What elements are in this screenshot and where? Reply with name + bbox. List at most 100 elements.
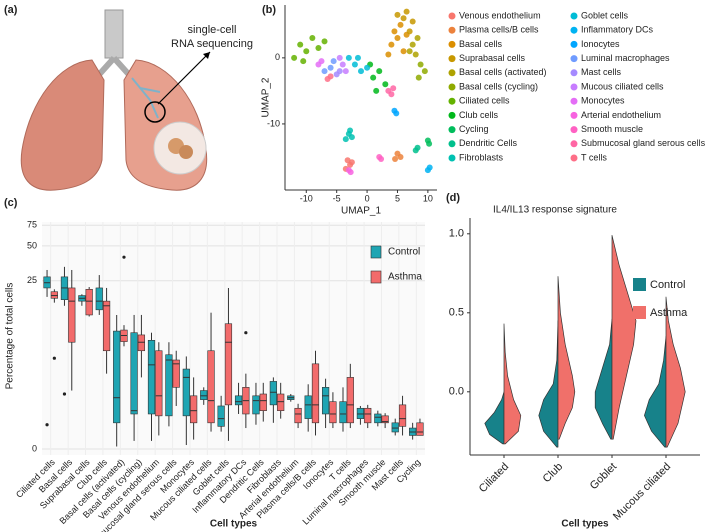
legend-label: Asthma bbox=[650, 307, 688, 319]
point bbox=[315, 44, 322, 51]
y-axis-title: Percentage of total cells bbox=[5, 283, 16, 390]
x-tick-label: -5 bbox=[333, 193, 341, 203]
y-tick-label: 0.5 bbox=[449, 307, 464, 319]
point bbox=[382, 81, 389, 88]
legend-label: Smooth muscle bbox=[581, 124, 643, 134]
legend-key bbox=[448, 154, 456, 162]
x-tick-label: Goblet bbox=[588, 461, 619, 492]
box bbox=[269, 381, 277, 406]
legend-label: Ionocytes bbox=[581, 39, 620, 49]
legend-label: Ciliated cells bbox=[459, 96, 510, 106]
legend-key bbox=[570, 126, 578, 134]
point bbox=[373, 87, 380, 94]
legend-key bbox=[448, 69, 456, 77]
legend-key bbox=[448, 40, 456, 48]
point bbox=[409, 18, 416, 25]
annotation: RNA sequencing bbox=[171, 38, 253, 50]
violin-half bbox=[665, 296, 686, 448]
point bbox=[397, 21, 404, 28]
point bbox=[412, 51, 419, 58]
alveoli bbox=[179, 145, 193, 159]
point bbox=[421, 68, 428, 75]
legend-key bbox=[570, 140, 578, 148]
point bbox=[376, 68, 383, 75]
violin-half bbox=[538, 320, 559, 448]
legend-key bbox=[448, 111, 456, 119]
y-tick-label: 50 bbox=[27, 240, 37, 250]
box bbox=[182, 368, 190, 417]
legend-label: Control bbox=[388, 247, 420, 258]
violin-half bbox=[611, 235, 637, 440]
point bbox=[414, 35, 421, 42]
point bbox=[327, 64, 334, 71]
box bbox=[346, 377, 354, 424]
legend-key bbox=[370, 245, 382, 259]
legend-key bbox=[570, 97, 578, 105]
box bbox=[311, 363, 320, 424]
point bbox=[390, 85, 397, 92]
point bbox=[394, 35, 401, 42]
legend-key bbox=[448, 97, 456, 105]
point bbox=[426, 140, 433, 147]
y-tick-label: 75 bbox=[27, 220, 37, 230]
point bbox=[342, 136, 349, 143]
outlier bbox=[122, 255, 126, 259]
point bbox=[358, 68, 364, 75]
legend-label: Fibroblasts bbox=[459, 152, 504, 162]
box bbox=[190, 395, 198, 424]
x-tick-label: 0 bbox=[365, 193, 370, 203]
legend-label: Basal cells bbox=[459, 39, 503, 49]
legend-key bbox=[448, 12, 456, 20]
box bbox=[147, 340, 156, 415]
box bbox=[207, 350, 215, 424]
panel-label: (b) bbox=[262, 4, 276, 16]
point bbox=[392, 155, 399, 162]
point bbox=[403, 8, 410, 15]
x-tick-label: Ciliated bbox=[477, 461, 511, 495]
x-tick-label: Club bbox=[541, 461, 565, 485]
legend-label: Goblet cells bbox=[581, 10, 629, 20]
legend-key bbox=[570, 55, 578, 63]
point bbox=[321, 68, 328, 75]
x-axis-title: Cell types bbox=[210, 519, 258, 530]
outlier bbox=[62, 392, 67, 396]
x-tick-label: -10 bbox=[300, 193, 313, 203]
point bbox=[378, 155, 385, 162]
y-tick-label: 0.0 bbox=[449, 386, 464, 398]
x-tick-label: 10 bbox=[423, 193, 433, 203]
legend-label: Basal cells (cycling) bbox=[459, 81, 538, 91]
outlier bbox=[52, 356, 56, 360]
y-tick-label: -10 bbox=[267, 118, 280, 128]
point bbox=[400, 15, 407, 22]
zoom-circle bbox=[144, 101, 166, 123]
point bbox=[370, 74, 377, 81]
point bbox=[391, 28, 398, 35]
violin-half bbox=[484, 391, 505, 445]
legend-label: Venous endothelium bbox=[459, 10, 541, 20]
box bbox=[416, 422, 424, 436]
box bbox=[130, 332, 138, 415]
point bbox=[406, 48, 413, 55]
box bbox=[102, 300, 111, 352]
point bbox=[414, 144, 421, 151]
box bbox=[252, 395, 260, 415]
panel-label: (a) bbox=[4, 4, 18, 16]
legend-key bbox=[448, 140, 456, 148]
outlier bbox=[244, 331, 248, 335]
panel-label: (c) bbox=[4, 197, 18, 209]
point bbox=[339, 61, 346, 68]
right-lung bbox=[123, 59, 208, 191]
box bbox=[321, 387, 330, 415]
box bbox=[259, 393, 267, 411]
legend-key bbox=[370, 270, 382, 284]
point bbox=[364, 64, 371, 71]
box bbox=[374, 413, 382, 424]
box bbox=[95, 287, 103, 311]
y-tick-label: 25 bbox=[27, 275, 37, 285]
violin-half bbox=[503, 323, 522, 445]
legend-key bbox=[448, 55, 456, 63]
point bbox=[348, 159, 355, 166]
legend-label: Suprabasal cells bbox=[459, 53, 526, 63]
box bbox=[364, 407, 372, 424]
box bbox=[217, 405, 225, 427]
